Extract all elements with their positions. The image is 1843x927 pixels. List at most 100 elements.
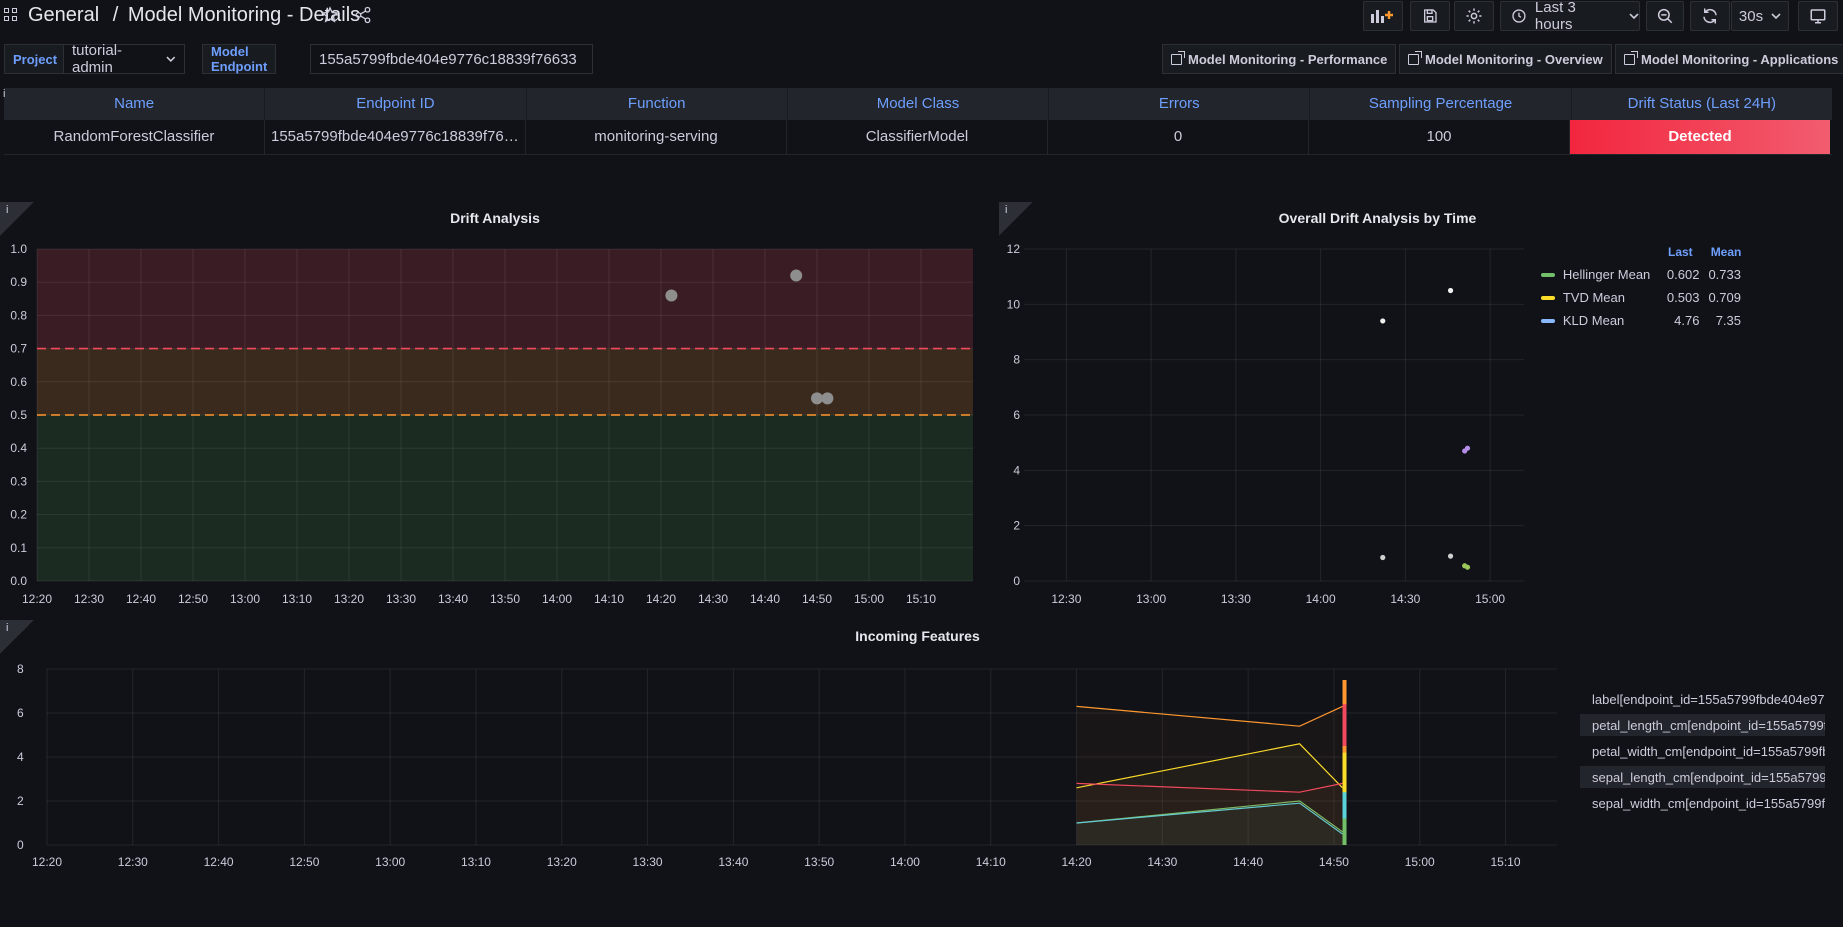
variable-endpoint-select[interactable]: 155a5799fbde404e9776c18839f76633: [310, 44, 593, 74]
legend-item[interactable]: petal_width_cm[endpoint_id=155a5799fbde4…: [1580, 740, 1825, 762]
legend-header-mean[interactable]: Mean: [1710, 245, 1742, 259]
drift-analysis-title: Drift Analysis: [450, 210, 540, 226]
share-icon[interactable]: [354, 6, 372, 24]
star-icon[interactable]: [321, 6, 339, 24]
variable-endpoint-label: Model Endpoint: [202, 44, 277, 74]
variable-endpoint-value: 155a5799fbde404e9776c18839f76633: [319, 50, 577, 68]
zoom-out-icon: [1657, 8, 1673, 24]
table-row: RandomForestClassifier 155a5799fbde404e9…: [4, 120, 1832, 155]
info-icon[interactable]: i: [999, 202, 1033, 236]
variable-project-label: Project: [4, 44, 67, 74]
y-tick-label: 0: [1013, 574, 1020, 588]
legend-swatch: [1541, 295, 1555, 300]
legend-mean: 7.35: [1715, 313, 1741, 328]
drift-status-badge: Detected: [1570, 120, 1830, 154]
y-tick-label: 4: [1013, 463, 1020, 477]
drift-zone-low: [37, 415, 973, 581]
legend-label: sepal_length_cm[endpoint_id=155a5799fbde…: [1592, 769, 1825, 785]
link-overview-label: Model Monitoring - Overview: [1425, 51, 1603, 67]
x-tick-label: 14:10: [976, 855, 1006, 868]
legend-item[interactable]: label[endpoint_id=155a5799fbde404e9776c1…: [1580, 688, 1825, 710]
external-link-icon: [1408, 50, 1422, 65]
x-tick-label: 15:10: [1491, 855, 1521, 868]
column-header-sampling[interactable]: Sampling Percentage: [1310, 88, 1572, 120]
overall-point: [1464, 445, 1471, 451]
x-tick-label: 13:20: [547, 855, 577, 868]
series-line: [1076, 705, 1343, 727]
x-tick-label: 14:00: [1306, 592, 1336, 606]
overall-point: [1380, 554, 1386, 561]
info-icon[interactable]: i: [0, 620, 34, 654]
overall-drift-chart: 0 2 4 6 8 10 12 12:30 13:00 13:30 14:00 14:30 15:00: [1007, 242, 1524, 606]
series-line: [1076, 800, 1343, 833]
legend-label: petal_length_cm[endpoint_id=155a5799fbde…: [1592, 717, 1825, 733]
x-tick-label: 14:50: [1319, 855, 1349, 868]
zoom-out-button[interactable]: [1646, 1, 1684, 31]
x-tick-label: 15:10: [906, 592, 936, 606]
y-tick-label: 0.2: [10, 508, 27, 522]
chevron-down-icon: [1771, 13, 1781, 20]
variable-project-select[interactable]: tutorial-admin: [63, 42, 185, 76]
x-tick-label: 15:00: [1475, 592, 1505, 606]
time-range-picker[interactable]: Last 3 hours: [1500, 0, 1640, 33]
y-tick-label: 10: [1007, 297, 1021, 311]
column-header-errors[interactable]: Errors: [1049, 88, 1311, 120]
variable-project-value: tutorial-admin: [72, 42, 123, 76]
x-tick-label: 12:30: [74, 592, 104, 606]
link-overview[interactable]: Model Monitoring - Overview: [1399, 44, 1612, 74]
legend-item-tvd[interactable]: TVD Mean 0.503 0.709: [1541, 290, 1741, 305]
add-panel-button[interactable]: [1363, 1, 1403, 31]
drift-analysis-chart: 0.0 0.1 0.2 0.3 0.4 0.5 0.6 0.7 0.8 0.9 1.0 12:20 12…: [10, 242, 973, 606]
dashboard-settings-button[interactable]: [1454, 1, 1494, 31]
cell-name: RandomForestClassifier: [4, 120, 265, 154]
link-performance[interactable]: Model Monitoring - Performance: [1162, 44, 1397, 74]
x-tick-label: 13:30: [1221, 592, 1251, 606]
x-tick-label: 13:50: [804, 855, 834, 868]
refresh-button[interactable]: [1690, 1, 1730, 31]
info-icon[interactable]: i: [3, 88, 6, 100]
column-header-name[interactable]: Name: [4, 88, 266, 120]
x-tick-label: 14:30: [1147, 855, 1177, 868]
x-tick-label: 13:50: [490, 592, 520, 606]
legend-item-hellinger[interactable]: Hellinger Mean 0.602 0.733: [1541, 267, 1741, 282]
view-mode-button[interactable]: [1798, 1, 1838, 31]
apps-icon[interactable]: [4, 8, 18, 22]
breadcrumb-separator: /: [112, 4, 119, 26]
x-tick-label: 13:00: [1136, 592, 1166, 606]
incoming-features-legend: label[endpoint_id=155a5799fbde404e9776c1…: [1578, 688, 1825, 818]
save-dashboard-button[interactable]: [1410, 1, 1450, 31]
add-panel-icon: [1371, 10, 1393, 23]
x-tick-label: 12:20: [32, 855, 62, 868]
dashboard-title: Model Monitoring - Details: [127, 4, 361, 26]
legend-item[interactable]: petal_length_cm[endpoint_id=155a5799fbde…: [1580, 714, 1825, 736]
column-header-endpoint-id[interactable]: Endpoint ID: [265, 88, 527, 120]
x-tick-label: 14:30: [698, 592, 728, 606]
y-tick-label: 0.8: [10, 308, 27, 322]
column-header-model-class[interactable]: Model Class: [788, 88, 1050, 120]
legend-item[interactable]: sepal_length_cm[endpoint_id=155a5799fbde…: [1580, 766, 1825, 788]
cell-errors: 0: [1048, 120, 1309, 154]
x-tick-label: 13:10: [461, 855, 491, 868]
legend-header-last[interactable]: Last: [1668, 245, 1693, 259]
x-tick-label: 14:00: [542, 592, 572, 606]
external-link-icon: [1624, 50, 1638, 65]
link-applications[interactable]: Model Monitoring - Applications: [1615, 44, 1843, 74]
legend-item[interactable]: sepal_width_cm[endpoint_id=155a5799fbde4…: [1580, 792, 1825, 814]
y-tick-label: 6: [17, 706, 24, 720]
cell-endpoint-id: 155a5799fbde404e9776c18839f76633: [265, 120, 526, 154]
info-icon[interactable]: i: [0, 202, 34, 236]
legend-label: TVD Mean: [1562, 290, 1625, 305]
x-tick-label: 14:50: [802, 592, 832, 606]
legend-label: Hellinger Mean: [1562, 267, 1651, 282]
column-header-function[interactable]: Function: [527, 88, 788, 120]
overall-point: [1464, 564, 1471, 570]
x-tick-label: 14:10: [594, 592, 624, 606]
legend-label: sepal_width_cm[endpoint_id=155a5799fbde4…: [1592, 795, 1825, 811]
breadcrumb-folder[interactable]: General: [28, 4, 100, 26]
refresh-interval-picker[interactable]: 30s: [1731, 1, 1789, 31]
y-tick-label: 0.9: [10, 275, 27, 289]
x-tick-label: 12:50: [178, 592, 208, 606]
legend-item-kld[interactable]: KLD Mean 4.76 7.35: [1541, 313, 1741, 328]
x-tick-label: 13:30: [386, 592, 416, 606]
column-header-drift-status[interactable]: Drift Status (Last 24H): [1627, 95, 1777, 112]
